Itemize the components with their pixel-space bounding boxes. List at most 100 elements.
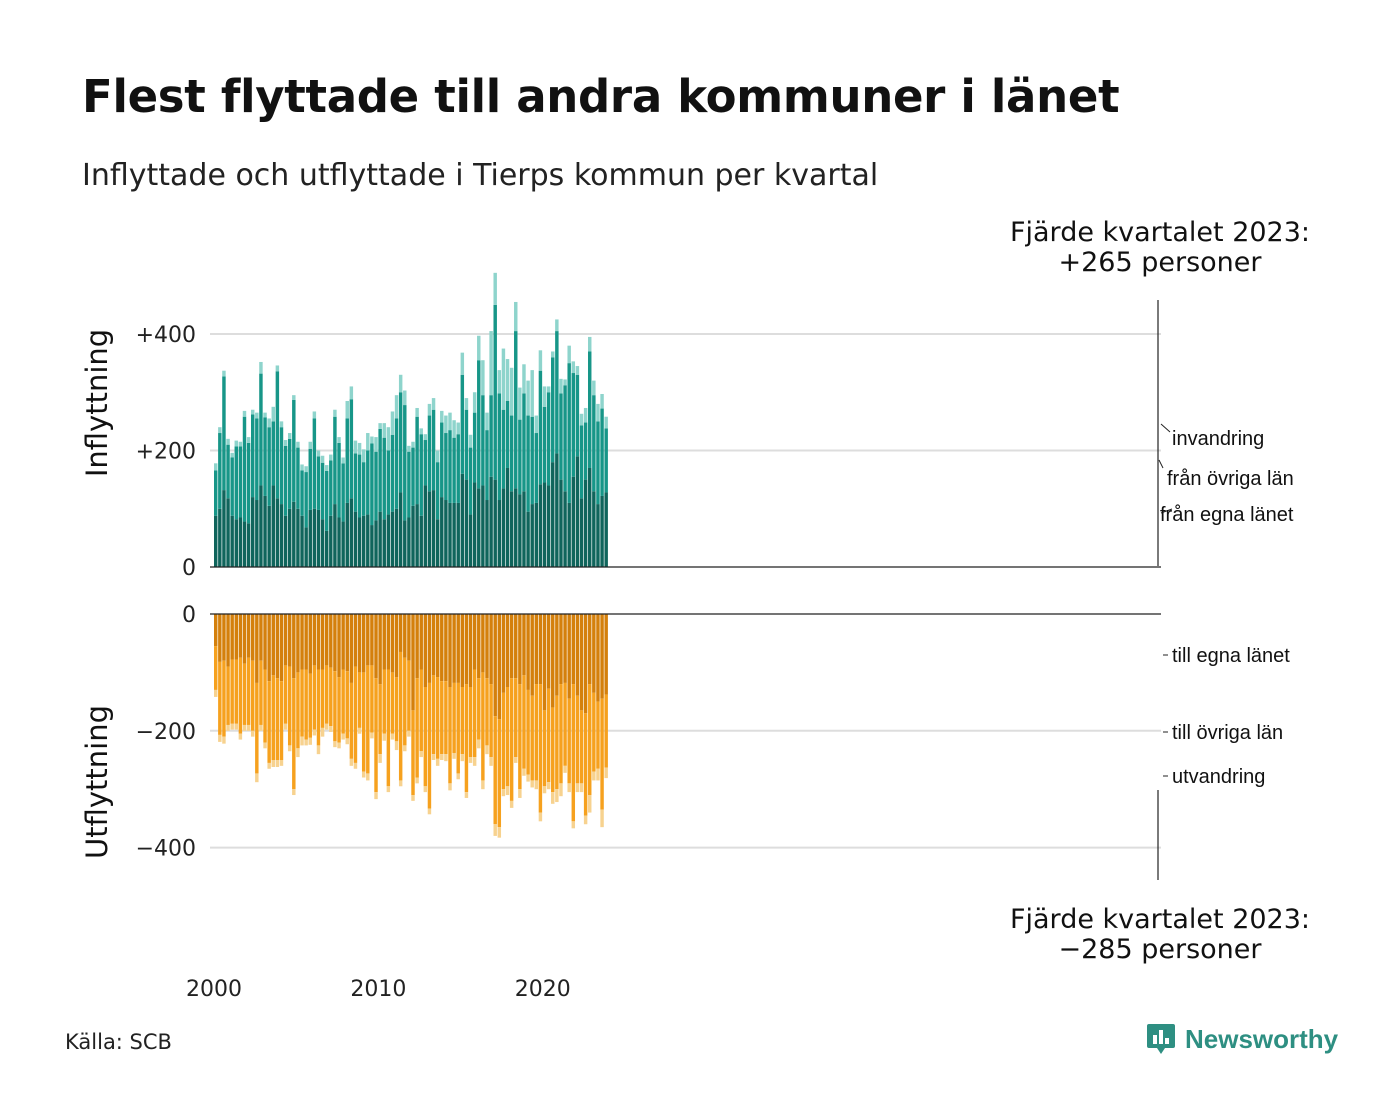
legend-label-outflow: till egna länet bbox=[1172, 645, 1290, 667]
bar-in-egna bbox=[283, 515, 288, 567]
bar-out-egna bbox=[230, 614, 234, 660]
bar-in-ovriga bbox=[534, 433, 539, 503]
bar-out-ovriga bbox=[501, 692, 506, 790]
bar-in-invandring bbox=[477, 335, 481, 361]
bar-out-utvandring bbox=[538, 812, 543, 822]
bar-in-ovriga bbox=[567, 363, 571, 503]
bar-in-egna bbox=[559, 479, 563, 567]
bar-out-ovriga bbox=[530, 695, 534, 781]
bar-in-egna bbox=[592, 491, 596, 567]
bar-in-ovriga bbox=[386, 450, 391, 515]
bar-out-ovriga bbox=[263, 669, 267, 743]
bar-in-egna bbox=[567, 502, 571, 567]
bar-in-invandring bbox=[526, 380, 530, 416]
bar-in-ovriga bbox=[259, 373, 263, 486]
bar-in-egna bbox=[287, 508, 292, 567]
bar-out-egna bbox=[407, 614, 411, 661]
bar-in-ovriga bbox=[452, 437, 456, 503]
bar-in-egna bbox=[238, 517, 243, 567]
bar-out-ovriga bbox=[423, 687, 428, 787]
bar-out-egna bbox=[456, 614, 460, 683]
bar-in-egna bbox=[497, 500, 502, 567]
bar-in-ovriga bbox=[218, 433, 222, 509]
legend-label-inflow: från egna länet bbox=[1160, 504, 1294, 526]
bar-in-ovriga bbox=[526, 415, 530, 512]
bar-out-ovriga bbox=[255, 682, 259, 774]
bar-in-egna bbox=[501, 488, 506, 567]
bar-in-egna bbox=[226, 498, 230, 567]
bar-in-egna bbox=[329, 515, 333, 567]
bar-out-egna bbox=[435, 614, 440, 678]
bar-in-invandring bbox=[349, 386, 354, 400]
bar-out-egna bbox=[448, 614, 452, 687]
bar-out-ovriga bbox=[431, 675, 436, 755]
bar-out-utvandring bbox=[238, 733, 243, 740]
bar-out-egna bbox=[386, 614, 391, 670]
bar-out-utvandring bbox=[234, 723, 238, 730]
bar-out-ovriga bbox=[559, 684, 563, 784]
x-tick-label: 2000 bbox=[186, 977, 242, 1002]
bar-out-utvandring bbox=[571, 821, 576, 829]
bar-in-invandring bbox=[555, 319, 559, 332]
bar-in-ovriga bbox=[411, 447, 415, 506]
bar-in-invandring bbox=[592, 380, 596, 396]
callout-inflow-line2: +265 personer bbox=[1058, 247, 1262, 278]
bar-out-egna bbox=[592, 614, 596, 693]
bar-out-utvandring bbox=[575, 783, 580, 793]
bar-in-invandring bbox=[267, 418, 271, 428]
bar-out-utvandring bbox=[485, 745, 489, 755]
bar-in-ovriga bbox=[234, 446, 238, 520]
bar-in-ovriga bbox=[448, 430, 452, 503]
bar-out-egna bbox=[505, 614, 510, 687]
bar-in-egna bbox=[600, 495, 604, 567]
bar-out-egna bbox=[316, 614, 321, 670]
bar-in-invandring bbox=[357, 442, 362, 455]
bar-in-ovriga bbox=[345, 418, 349, 503]
bar-in-invandring bbox=[448, 412, 452, 431]
bar-out-utvandring bbox=[296, 748, 300, 758]
bar-out-ovriga bbox=[333, 671, 337, 742]
bar-out-egna bbox=[509, 614, 514, 679]
bar-out-ovriga bbox=[526, 689, 530, 775]
bar-in-ovriga bbox=[489, 395, 493, 477]
bar-in-egna bbox=[242, 521, 247, 567]
bar-out-egna bbox=[222, 614, 226, 661]
bar-out-egna bbox=[542, 614, 547, 711]
bar-out-egna bbox=[255, 614, 259, 683]
bar-in-egna bbox=[563, 491, 567, 567]
bar-in-ovriga bbox=[468, 447, 473, 515]
bar-in-egna bbox=[583, 479, 588, 567]
x-tick-label: 2020 bbox=[515, 977, 571, 1002]
bar-in-egna bbox=[357, 517, 362, 567]
bar-out-utvandring bbox=[403, 745, 407, 752]
bar-out-utvandring bbox=[546, 782, 551, 790]
y-tick-label-outflow: 0 bbox=[182, 603, 196, 628]
bar-in-ovriga bbox=[390, 434, 395, 512]
bar-out-egna bbox=[477, 614, 481, 679]
bar-in-egna bbox=[250, 497, 255, 567]
bar-in-invandring bbox=[312, 411, 317, 419]
bar-out-ovriga bbox=[604, 694, 608, 768]
bar-out-ovriga bbox=[456, 682, 460, 774]
bar-in-invandring bbox=[588, 336, 592, 352]
bar-out-egna bbox=[394, 614, 399, 678]
bar-in-ovriga bbox=[431, 409, 436, 491]
bar-out-ovriga bbox=[246, 657, 251, 725]
bar-out-egna bbox=[559, 614, 563, 685]
bar-in-ovriga bbox=[275, 371, 280, 499]
bar-in-ovriga bbox=[255, 418, 259, 501]
bar-in-ovriga bbox=[263, 417, 267, 496]
newsworthy-logo: Newsworthy bbox=[1146, 1022, 1338, 1056]
bar-out-utvandring bbox=[530, 780, 534, 788]
bar-out-ovriga bbox=[588, 684, 592, 796]
bar-out-utvandring bbox=[559, 783, 563, 797]
bar-in-egna bbox=[271, 485, 275, 567]
bar-out-egna bbox=[300, 614, 304, 670]
bar-out-egna bbox=[357, 614, 362, 673]
bar-in-egna bbox=[267, 505, 271, 567]
bar-out-utvandring bbox=[386, 786, 391, 793]
bar-in-ovriga bbox=[415, 416, 419, 505]
bar-out-ovriga bbox=[349, 682, 354, 759]
bar-in-invandring bbox=[345, 400, 349, 419]
bar-out-egna bbox=[275, 614, 280, 679]
